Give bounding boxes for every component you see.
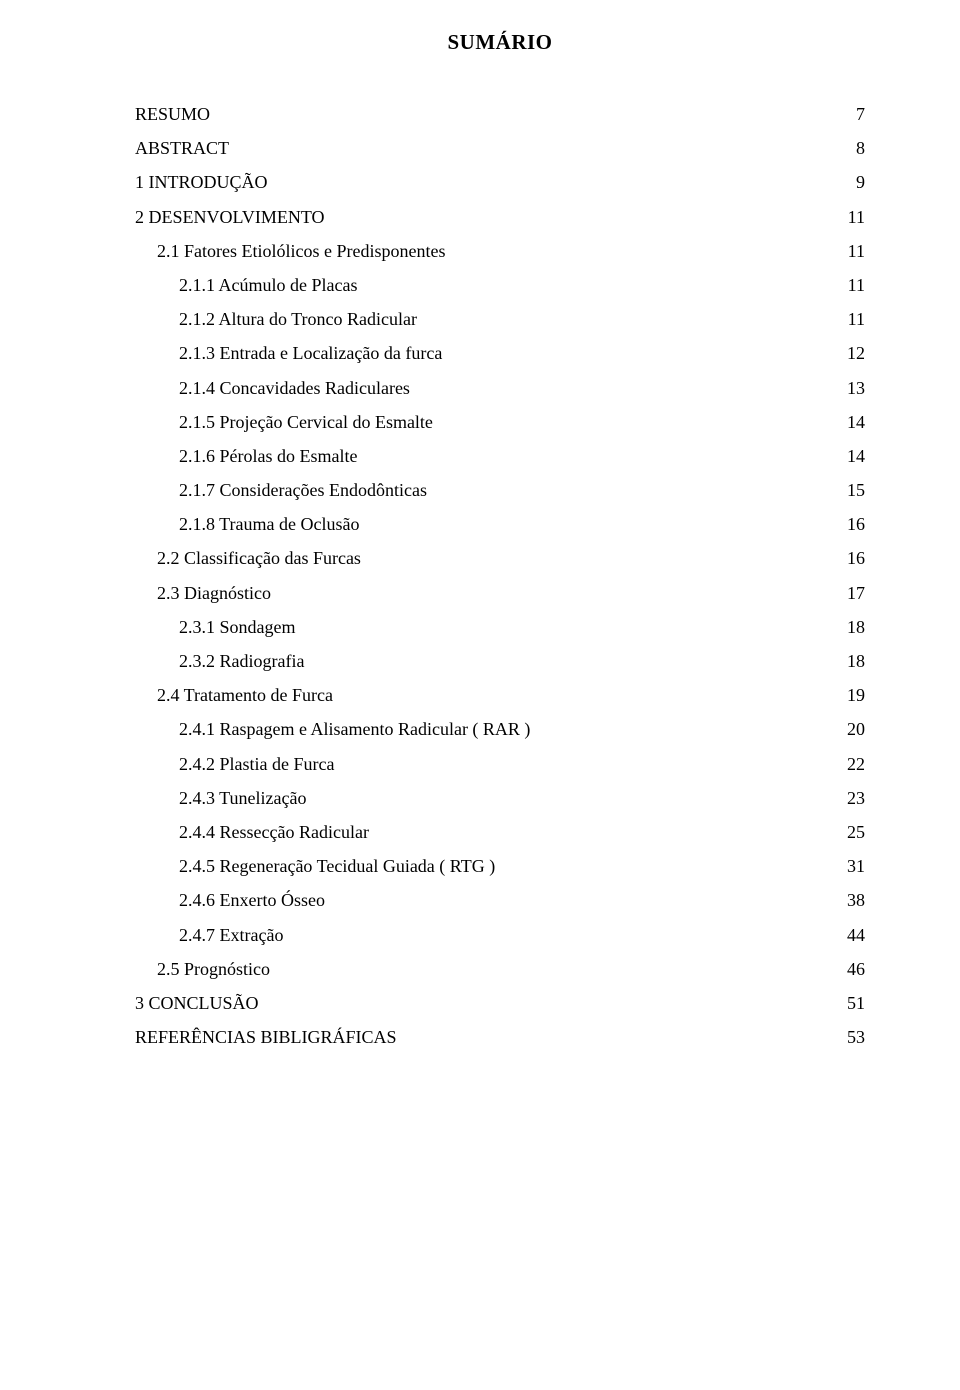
toc-entry-label: 2.4.6 Enxerto Ósseo [135,883,825,917]
toc-row: 2.3.1 Sondagem18 [135,610,865,644]
toc-entry-page: 14 [825,439,865,473]
toc-entry-label: 2.4.3 Tunelização [135,781,825,815]
toc-entry-page: 9 [825,165,865,199]
toc-entry-label: REFERÊNCIAS BIBLIGRÁFICAS [135,1020,825,1054]
toc-entry-label: 2.1 Fatores Etiolólicos e Predisponentes [135,234,825,268]
toc-entry-page: 16 [825,541,865,575]
toc-row: 2.4.6 Enxerto Ósseo38 [135,883,865,917]
toc-entry-label: 2.1.2 Altura do Tronco Radicular [135,302,825,336]
toc-row: 2.1.1 Acúmulo de Placas11 [135,268,865,302]
toc-entry-page: 51 [825,986,865,1020]
toc-row: ABSTRACT8 [135,131,865,165]
toc-entry-page: 11 [825,234,865,268]
toc-row: 2.1.3 Entrada e Localização da furca12 [135,336,865,370]
toc-entry-label: 2.4.7 Extração [135,918,825,952]
toc-row: 2.1.2 Altura do Tronco Radicular11 [135,302,865,336]
toc-entry-page: 14 [825,405,865,439]
toc-entry-page: 22 [825,747,865,781]
toc-row: 2.3.2 Radiografia18 [135,644,865,678]
toc-entry-page: 12 [825,336,865,370]
toc-entry-page: 19 [825,678,865,712]
toc-entry-page: 31 [825,849,865,883]
toc-entry-label: 2.1.3 Entrada e Localização da furca [135,336,825,370]
toc-row: 2.4.3 Tunelização23 [135,781,865,815]
toc-row: 2.4.5 Regeneração Tecidual Guiada ( RTG … [135,849,865,883]
toc-row: 2 DESENVOLVIMENTO11 [135,200,865,234]
toc-row: 2.1.6 Pérolas do Esmalte14 [135,439,865,473]
toc-entry-page: 23 [825,781,865,815]
toc-entry-page: 44 [825,918,865,952]
toc-entry-page: 11 [825,200,865,234]
toc-row: 2.4.2 Plastia de Furca22 [135,747,865,781]
toc-row: 2.1.4 Concavidades Radiculares13 [135,371,865,405]
toc-entry-label: 2.4 Tratamento de Furca [135,678,825,712]
toc-entry-page: 13 [825,371,865,405]
table-of-contents: RESUMO7ABSTRACT81 INTRODUÇÃO92 DESENVOLV… [135,97,865,1054]
toc-entry-label: 2.2 Classificação das Furcas [135,541,825,575]
toc-entry-label: 2.1.7 Considerações Endodônticas [135,473,825,507]
toc-entry-label: RESUMO [135,97,825,131]
toc-row: 2.4 Tratamento de Furca19 [135,678,865,712]
toc-entry-label: 2.1.4 Concavidades Radiculares [135,371,825,405]
toc-entry-label: 2.4.4 Ressecção Radicular [135,815,825,849]
toc-entry-label: 1 INTRODUÇÃO [135,165,825,199]
toc-row: 1 INTRODUÇÃO9 [135,165,865,199]
toc-entry-label: 2.3.1 Sondagem [135,610,825,644]
toc-entry-label: 2.4.5 Regeneração Tecidual Guiada ( RTG … [135,849,825,883]
toc-row: RESUMO7 [135,97,865,131]
toc-row: 2.1.5 Projeção Cervical do Esmalte14 [135,405,865,439]
toc-entry-page: 11 [825,268,865,302]
toc-entry-label: ABSTRACT [135,131,825,165]
toc-entry-label: 2.3 Diagnóstico [135,576,825,610]
toc-entry-page: 18 [825,610,865,644]
toc-entry-page: 17 [825,576,865,610]
toc-row: 2.4.4 Ressecção Radicular25 [135,815,865,849]
toc-entry-page: 38 [825,883,865,917]
toc-row: REFERÊNCIAS BIBLIGRÁFICAS53 [135,1020,865,1054]
toc-entry-page: 20 [825,712,865,746]
toc-entry-label: 3 CONCLUSÃO [135,986,825,1020]
toc-row: 2.1.8 Trauma de Oclusão16 [135,507,865,541]
toc-entry-page: 53 [825,1020,865,1054]
toc-entry-label: 2 DESENVOLVIMENTO [135,200,825,234]
toc-row: 2.5 Prognóstico46 [135,952,865,986]
page-title: SUMÁRIO [135,30,865,55]
toc-entry-label: 2.1.6 Pérolas do Esmalte [135,439,825,473]
toc-entry-page: 15 [825,473,865,507]
toc-entry-label: 2.1.1 Acúmulo de Placas [135,268,825,302]
toc-entry-page: 25 [825,815,865,849]
toc-row: 2.1.7 Considerações Endodônticas15 [135,473,865,507]
toc-entry-page: 46 [825,952,865,986]
toc-entry-label: 2.4.2 Plastia de Furca [135,747,825,781]
toc-entry-label: 2.3.2 Radiografia [135,644,825,678]
toc-row: 3 CONCLUSÃO51 [135,986,865,1020]
toc-entry-label: 2.5 Prognóstico [135,952,825,986]
toc-row: 2.4.1 Raspagem e Alisamento Radicular ( … [135,712,865,746]
toc-row: 2.2 Classificação das Furcas16 [135,541,865,575]
toc-row: 2.3 Diagnóstico17 [135,576,865,610]
toc-entry-page: 16 [825,507,865,541]
toc-entry-page: 7 [825,97,865,131]
toc-entry-label: 2.1.5 Projeção Cervical do Esmalte [135,405,825,439]
toc-entry-label: 2.4.1 Raspagem e Alisamento Radicular ( … [135,712,825,746]
toc-row: 2.4.7 Extração44 [135,918,865,952]
toc-entry-page: 18 [825,644,865,678]
toc-entry-label: 2.1.8 Trauma de Oclusão [135,507,825,541]
toc-entry-page: 8 [825,131,865,165]
toc-row: 2.1 Fatores Etiolólicos e Predisponentes… [135,234,865,268]
toc-entry-page: 11 [825,302,865,336]
